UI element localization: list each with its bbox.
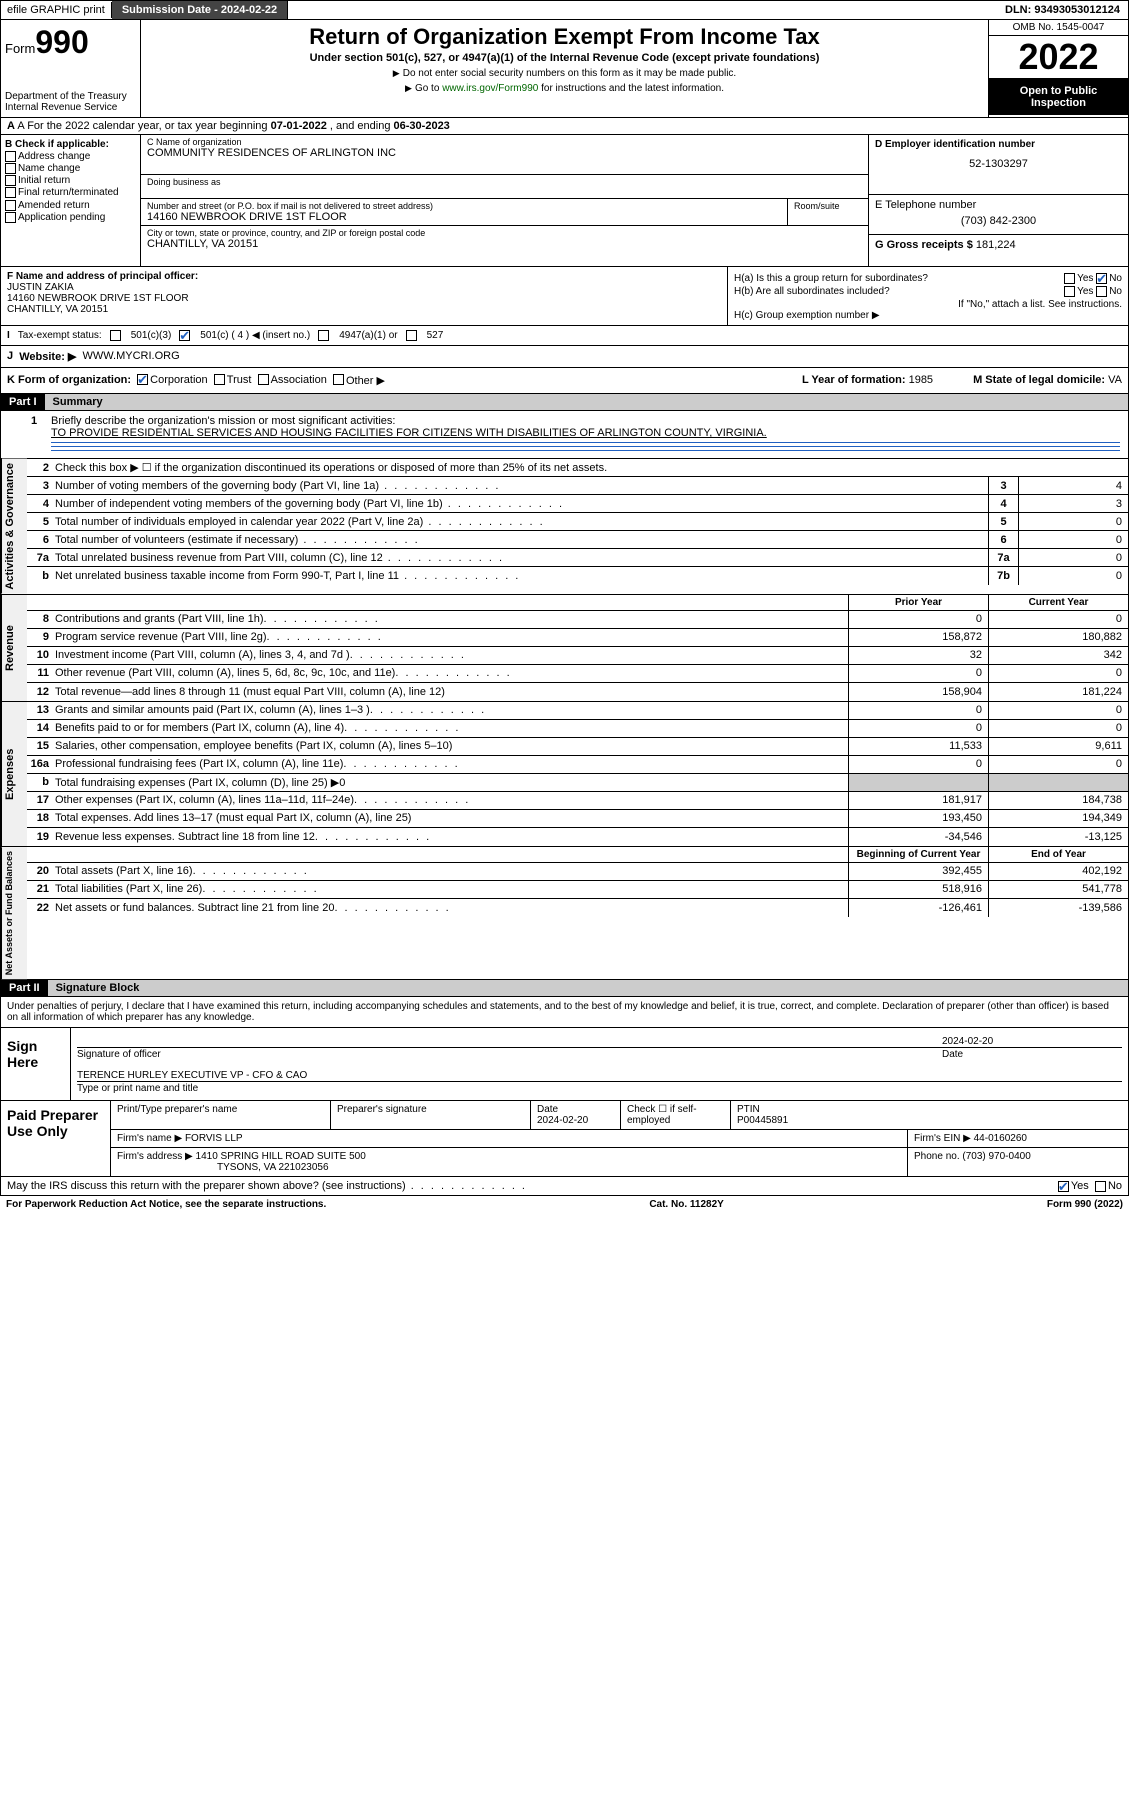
omb-number: OMB No. 1545-0047 <box>989 20 1128 36</box>
cb-discuss-no[interactable] <box>1095 1181 1106 1192</box>
expenses-section: Expenses 13Grants and similar amounts pa… <box>0 702 1129 847</box>
submission-date: Submission Date - 2024-02-22 <box>112 1 288 19</box>
cb-4947[interactable] <box>318 330 329 341</box>
form-title: Return of Organization Exempt From Incom… <box>145 24 984 50</box>
main-info-box: B Check if applicable: Address change Na… <box>0 135 1129 267</box>
cb-address-change[interactable]: Address change <box>5 151 136 162</box>
net-assets-section: Net Assets or Fund Balances Beginning of… <box>0 847 1129 980</box>
room-box: Room/suite <box>788 199 868 225</box>
inspection-label: Open to Public Inspection <box>989 79 1128 115</box>
top-bar: efile GRAPHIC print Submission Date - 20… <box>0 0 1129 20</box>
row-i: ITax-exempt status: 501(c)(3) 501(c) ( 4… <box>0 326 1129 346</box>
cb-527[interactable] <box>406 330 417 341</box>
row-k: K Form of organization: Corporation Trus… <box>0 368 1129 394</box>
cb-amended[interactable]: Amended return <box>5 200 136 211</box>
gross-value: 181,224 <box>976 239 1016 251</box>
sig-intro: Under penalties of perjury, I declare th… <box>0 997 1129 1028</box>
cb-discuss-yes[interactable] <box>1058 1181 1069 1192</box>
street-box: Number and street (or P.O. box if mail i… <box>141 199 788 225</box>
website-value: WWW.MYCRI.ORG <box>83 350 180 363</box>
preparer-block: Paid Preparer Use Only Print/Type prepar… <box>0 1101 1129 1177</box>
cb-name-change[interactable]: Name change <box>5 163 136 174</box>
org-name: COMMUNITY RESIDENCES OF ARLINGTON INC <box>147 147 862 159</box>
governance-section: Activities & Governance 2Check this box … <box>0 459 1129 595</box>
street: 14160 NEWBROOK DRIVE 1ST FLOOR <box>147 211 781 223</box>
part1-header: Part I Summary <box>0 394 1129 411</box>
firm-addr2: TYSONS, VA 221023056 <box>217 1162 329 1173</box>
dba-box: Doing business as <box>141 175 868 199</box>
ein-box: D Employer identification number 52-1303… <box>869 135 1128 195</box>
mission-box: 1 Briefly describe the organization's mi… <box>0 411 1129 459</box>
section-a: A A For the 2022 calendar year, or tax y… <box>0 118 1129 135</box>
city: CHANTILLY, VA 20151 <box>147 238 862 250</box>
h-a: H(a) Is this a group return for subordin… <box>734 273 1122 284</box>
revenue-section: Revenue Prior YearCurrent Year 8Contribu… <box>0 595 1129 702</box>
cb-initial-return[interactable]: Initial return <box>5 175 136 186</box>
cb-trust[interactable] <box>214 374 225 385</box>
sig-date: 2024-02-20 <box>942 1036 1122 1047</box>
part2-header: Part II Signature Block <box>0 980 1129 997</box>
phone-value: (703) 842-2300 <box>875 215 1122 227</box>
website-note: Go to www.irs.gov/Form990 for instructio… <box>145 83 984 94</box>
row-j: J Website: ▶ WWW.MYCRI.ORG <box>0 346 1129 368</box>
cb-app-pending[interactable]: Application pending <box>5 212 136 223</box>
gross-box: G Gross receipts $ 181,224 <box>869 235 1128 255</box>
org-name-box: C Name of organization COMMUNITY RESIDEN… <box>141 135 868 175</box>
h-c: H(c) Group exemption number ▶ <box>734 310 1122 321</box>
firm-phone: (703) 970-0400 <box>962 1151 1030 1162</box>
officer-sig-name: TERENCE HURLEY EXECUTIVE VP - CFO & CAO <box>77 1070 307 1081</box>
city-box: City or town, state or province, country… <box>141 226 868 266</box>
h-b-note: If "No," attach a list. See instructions… <box>734 299 1122 310</box>
form-subtitle: Under section 501(c), 527, or 4947(a)(1)… <box>145 52 984 64</box>
sign-here-block: Sign Here 2024-02-20 Signature of office… <box>0 1028 1129 1101</box>
dln: DLN: 93493053012124 <box>997 1 1128 19</box>
ein-value: 52-1303297 <box>875 158 1122 170</box>
irs-discuss-row: May the IRS discuss this return with the… <box>0 1177 1129 1196</box>
cb-501c[interactable] <box>179 330 190 341</box>
officer-addr2: CHANTILLY, VA 20151 <box>7 304 108 315</box>
firm-name: FORVIS LLP <box>185 1133 243 1144</box>
form-ref: Form 990 (2022) <box>1047 1199 1123 1210</box>
f-label: F Name and address of principal officer: <box>7 271 198 282</box>
domicile: VA <box>1108 374 1122 386</box>
section-b-label: B Check if applicable: <box>5 139 109 150</box>
cb-corp[interactable] <box>137 374 148 385</box>
tax-year: 2022 <box>989 36 1128 79</box>
prep-date: 2024-02-20 <box>537 1115 588 1126</box>
mission-text: TO PROVIDE RESIDENTIAL SERVICES AND HOUS… <box>51 427 767 439</box>
h-b: H(b) Are all subordinates included?Yes N… <box>734 286 1122 297</box>
cb-501c3[interactable] <box>110 330 121 341</box>
firm-ein: 44-0160260 <box>974 1133 1027 1144</box>
efile-label[interactable]: efile GRAPHIC print <box>1 2 112 18</box>
dept-label: Department of the Treasury Internal Reve… <box>5 91 136 113</box>
form-header: Form990 Department of the Treasury Inter… <box>0 20 1129 118</box>
form-number: Form990 <box>5 24 136 61</box>
bottom-row: For Paperwork Reduction Act Notice, see … <box>0 1196 1129 1213</box>
firm-addr1: 1410 SPRING HILL ROAD SUITE 500 <box>196 1151 366 1162</box>
ssn-note: Do not enter social security numbers on … <box>145 68 984 79</box>
cat-no: Cat. No. 11282Y <box>649 1199 723 1210</box>
row-f-h: F Name and address of principal officer:… <box>0 267 1129 326</box>
cb-other[interactable] <box>333 374 344 385</box>
year-formation: 1985 <box>909 374 933 386</box>
ptin: P00445891 <box>737 1115 788 1126</box>
irs-link[interactable]: www.irs.gov/Form990 <box>442 83 538 94</box>
cb-assoc[interactable] <box>258 374 269 385</box>
cb-final-return[interactable]: Final return/terminated <box>5 187 136 198</box>
officer-addr1: 14160 NEWBROOK DRIVE 1ST FLOOR <box>7 293 189 304</box>
phone-box: E Telephone number (703) 842-2300 <box>869 195 1128 235</box>
officer-name: JUSTIN ZAKIA <box>7 282 74 293</box>
